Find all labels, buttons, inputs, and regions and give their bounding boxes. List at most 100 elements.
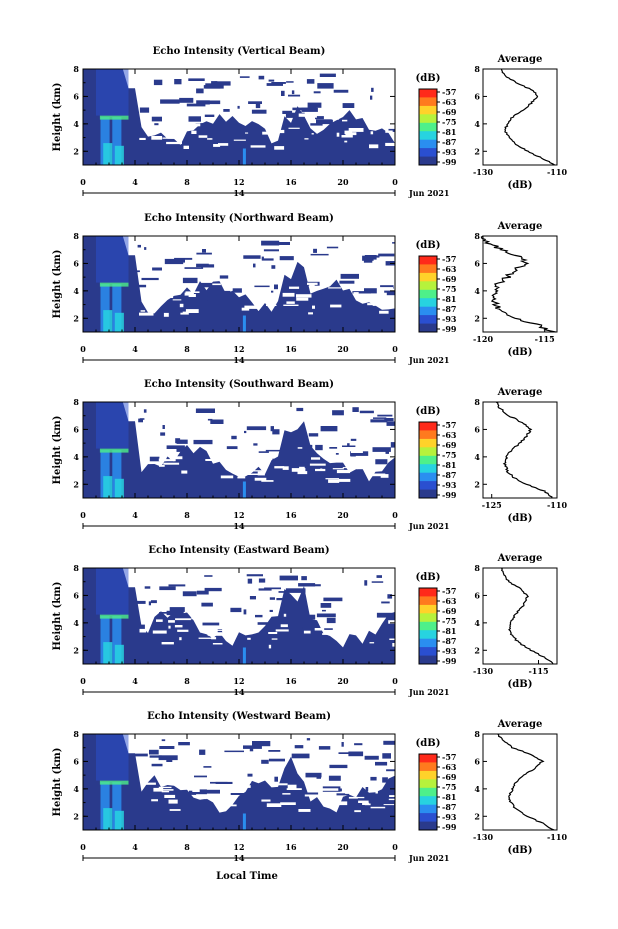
echo-patch [136, 600, 146, 604]
echo-patch [149, 749, 159, 755]
colorbar-segment [419, 804, 437, 814]
y-axis-label: Height (km) [52, 83, 63, 152]
avg-y-tick-label: 2 [474, 645, 480, 655]
echo-gap [291, 468, 306, 472]
echo-patch [329, 764, 348, 769]
echo-patch [266, 83, 283, 86]
echo-gap [349, 616, 355, 619]
echo-gap [164, 459, 176, 462]
echo-patch [166, 758, 173, 762]
echo-patch [264, 587, 281, 590]
colorbar-tick-label: -93 [442, 480, 457, 490]
echo-patch [223, 109, 230, 112]
y-tick-label: 2 [73, 313, 79, 323]
echo-gap [197, 795, 207, 800]
y-tick-label: 4 [73, 452, 79, 462]
colorbar-tick-label: -63 [442, 264, 457, 274]
panel-5: Echo Intensity (Westward Beam) 2 4 6 8 Height… [52, 711, 567, 863]
echo-patch [188, 78, 205, 81]
echo-gap [286, 301, 295, 304]
x-tick-label: 12 [233, 510, 244, 520]
echo-patch [152, 267, 162, 271]
echo-patch [382, 753, 391, 759]
echo-gap [177, 629, 189, 632]
echo-gap [165, 296, 174, 298]
echo-patch [252, 741, 271, 747]
echo-patch [205, 100, 221, 105]
echo-patch [310, 253, 329, 256]
echo-gap [235, 791, 244, 793]
echo-gap [185, 291, 200, 293]
colorbar-tick-label: -99 [442, 157, 457, 167]
echo-patch [164, 258, 184, 265]
avg-y-tick-label: 6 [474, 91, 480, 101]
colorbar-segment [419, 422, 437, 431]
echo-gap [201, 784, 205, 787]
date-label: Jun 2021 [408, 188, 449, 198]
x-tick-label: 16 [285, 510, 297, 520]
echo-patch [376, 612, 395, 618]
echo-patch [376, 575, 382, 578]
colorbar-label: (dB) [416, 73, 441, 84]
y-tick-label: 2 [73, 811, 79, 821]
echo-gap [151, 136, 163, 140]
echo-patch [184, 267, 204, 269]
echo-patch [138, 418, 143, 423]
avg-x-tick-label: -130 [473, 666, 493, 676]
echo-gap [211, 637, 217, 640]
colorbar-segment [419, 139, 437, 149]
panel-4: Echo Intensity (Eastward Beam) 2 4 6 8 Height… [52, 545, 558, 697]
echo-gap [252, 288, 264, 290]
echo-gap [172, 128, 179, 131]
echo-gap [209, 138, 213, 140]
echo-gap [393, 452, 395, 456]
heatmap [83, 734, 395, 830]
y-axis-label: Height (km) [52, 582, 63, 651]
echo-patch [258, 75, 265, 80]
echo-patch [159, 586, 176, 591]
echo-region [83, 402, 395, 498]
echo-patch [342, 103, 355, 108]
echo-gap [387, 281, 395, 285]
x-tick-label: 0 [80, 177, 86, 187]
colorbar-segment [419, 770, 437, 780]
x-tick-label: 16 [285, 842, 297, 852]
echo-patch [370, 776, 377, 781]
strong-echo [114, 478, 124, 498]
echo-region [83, 734, 395, 830]
colorbar-segment [419, 762, 437, 772]
echo-patch [232, 288, 242, 293]
colorbar-segment [419, 122, 437, 132]
echo-patch [386, 421, 395, 426]
echo-patch [342, 445, 356, 447]
echo-patch [308, 444, 313, 448]
colorbar-segment [419, 630, 437, 640]
echo-gap [322, 788, 339, 791]
echo-patch [214, 81, 231, 86]
echo-gap [268, 644, 272, 649]
avg-x-tick-label: -115 [528, 666, 548, 676]
echo-patch [381, 601, 390, 604]
colorbar-segment [419, 131, 437, 141]
echo-gap [247, 473, 263, 475]
echo-patch [161, 739, 166, 742]
echo-gap [241, 307, 250, 311]
avg-x-tick-label: -110 [547, 500, 567, 510]
echo-gap [392, 643, 395, 647]
echo-gap [191, 615, 195, 620]
echo-patch [391, 789, 395, 795]
x-tick-label: 0 [392, 510, 398, 520]
x-tick-label: 8 [184, 344, 190, 354]
echo-gap [303, 630, 311, 634]
avg-y-tick-label: 4 [474, 452, 480, 462]
echo-patch [253, 443, 258, 446]
strong-echo [100, 450, 110, 498]
echo-gap [358, 800, 369, 803]
echo-patch [318, 746, 331, 750]
colorbar-segment [419, 289, 437, 299]
echo-patch [299, 462, 313, 466]
echo-patch [370, 419, 388, 423]
echo-gap [184, 292, 194, 296]
echo-gap [341, 135, 353, 138]
x-tick-label: 4 [132, 177, 138, 187]
